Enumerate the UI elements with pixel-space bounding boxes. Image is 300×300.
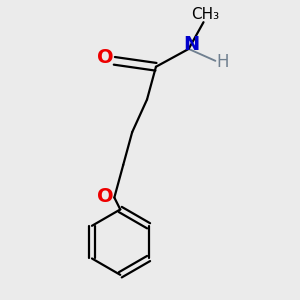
Text: O: O [97,187,114,206]
Text: CH₃: CH₃ [191,7,219,22]
Text: N: N [184,35,200,54]
Text: O: O [97,48,114,68]
Text: H: H [217,53,229,71]
